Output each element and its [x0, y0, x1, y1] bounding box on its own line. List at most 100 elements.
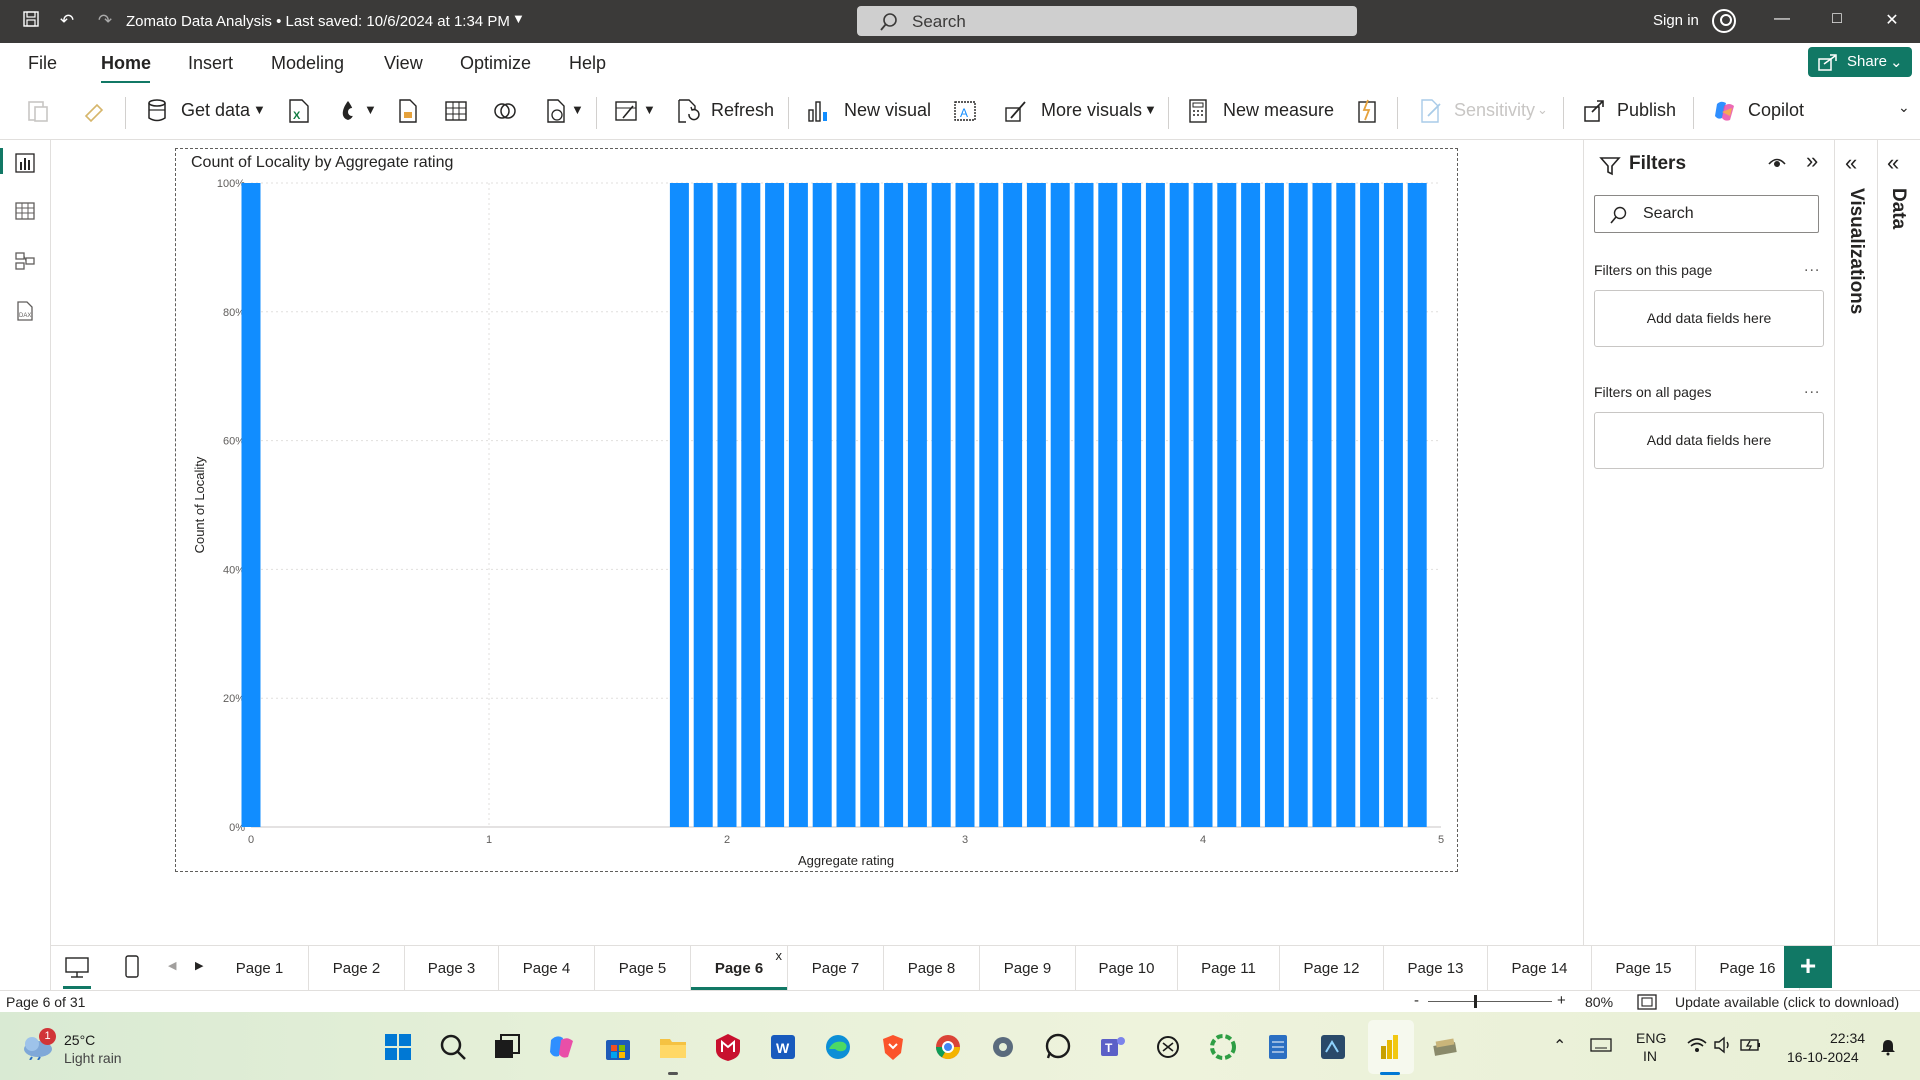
region-code-text[interactable]: IN	[1643, 1048, 1657, 1064]
quick-measure-button[interactable]	[1354, 96, 1380, 126]
tab-view[interactable]: View	[384, 53, 423, 73]
close-page-icon[interactable]: x	[775, 948, 783, 963]
visualizations-pane-tab[interactable]: Visualizations	[1846, 188, 1867, 315]
new-visual-button[interactable]: New visual	[806, 96, 931, 126]
tab-file[interactable]: File	[28, 53, 58, 73]
page-tab[interactable]: Page 4	[499, 946, 595, 991]
edge-icon[interactable]	[823, 1032, 853, 1062]
get-data-button[interactable]: Get data ▼	[145, 96, 270, 126]
save-icon[interactable]	[20, 10, 42, 32]
tab-help[interactable]: Help	[569, 53, 607, 73]
update-available-link[interactable]: Update available (click to download)	[1675, 994, 1900, 1010]
volume-icon[interactable]	[1713, 1036, 1733, 1054]
language-code-text[interactable]: ENG	[1636, 1030, 1667, 1046]
chevron-down-icon[interactable]: ▼	[512, 11, 525, 26]
loop-app-icon[interactable]	[1208, 1032, 1238, 1062]
scroll-right-icon[interactable]: ▶	[195, 960, 204, 972]
chrome-icon[interactable]	[933, 1032, 963, 1062]
collapse-filters-icon[interactable]: »	[1806, 148, 1819, 173]
chatgpt-icon[interactable]	[1153, 1032, 1183, 1062]
eye-icon[interactable]	[1767, 155, 1787, 171]
onelake-button[interactable]: ▼	[336, 96, 380, 126]
page-tab[interactable]: Page 5	[595, 946, 691, 991]
format-painter-button[interactable]	[83, 96, 111, 126]
minimize-icon[interactable]: —	[1774, 10, 1790, 27]
text-box-button[interactable]: A	[952, 96, 978, 126]
clock-date[interactable]: 16-10-2024	[1787, 1049, 1859, 1065]
page-tab[interactable]: Page 2	[309, 946, 405, 991]
fit-to-page-icon[interactable]	[1637, 994, 1657, 1010]
page-tab[interactable]: Page 7	[788, 946, 884, 991]
new-measure-button[interactable]: New measure	[1185, 96, 1334, 126]
page-tab[interactable]: Page 10	[1076, 946, 1178, 991]
ribbon-expand-chevron-icon[interactable]: ⌄	[1898, 99, 1910, 115]
all-pages-filter-drop-zone[interactable]: Add data fields here	[1594, 412, 1824, 469]
undo-icon[interactable]: ↶	[59, 11, 75, 30]
close-icon[interactable]: ✕	[1885, 12, 1899, 29]
tab-insert[interactable]: Insert	[188, 53, 234, 73]
refresh-button[interactable]: Refresh	[675, 96, 775, 126]
tab-home[interactable]: Home	[101, 53, 152, 73]
pycharm-icon[interactable]	[1318, 1032, 1348, 1062]
copilot-button[interactable]: Copilot	[1712, 96, 1812, 126]
page-tab[interactable]: Page 1	[211, 946, 309, 991]
wifi-icon[interactable]	[1686, 1036, 1708, 1054]
model-view-icon[interactable]	[14, 250, 36, 272]
notification-bell-icon[interactable]	[1880, 1038, 1896, 1056]
copilot-app-icon[interactable]	[547, 1032, 577, 1062]
page-tab[interactable]: Page 8	[884, 946, 980, 991]
keyboard-icon[interactable]	[1590, 1037, 1612, 1053]
zoom-slider-thumb[interactable]	[1474, 995, 1477, 1008]
whatsapp-icon[interactable]	[1043, 1032, 1073, 1062]
desktop-layout-icon[interactable]	[64, 956, 90, 980]
more-options-icon[interactable]: ...	[1804, 258, 1821, 275]
microsoft-store-icon[interactable]	[603, 1032, 633, 1062]
more-options-icon[interactable]: ...	[1804, 380, 1821, 397]
search-icon[interactable]	[438, 1032, 468, 1062]
clock-time[interactable]: 22:34	[1830, 1030, 1866, 1046]
add-page-button[interactable]: +	[1784, 946, 1832, 988]
scroll-left-icon[interactable]: ◀	[168, 960, 177, 972]
mobile-layout-icon[interactable]	[124, 954, 140, 980]
expand-data-icon[interactable]: «	[1887, 150, 1900, 175]
app-icon[interactable]	[1430, 1032, 1460, 1062]
sign-in-link[interactable]: Sign in	[1653, 12, 1699, 29]
dataverse-button[interactable]	[492, 96, 518, 126]
mcafee-icon[interactable]	[713, 1032, 743, 1062]
title-search-box[interactable]: Search	[857, 6, 1357, 36]
tab-modeling[interactable]: Modeling	[271, 53, 345, 73]
word-icon[interactable]: W	[768, 1032, 798, 1062]
zoom-slider-track[interactable]	[1428, 1001, 1552, 1002]
task-view-icon[interactable]	[492, 1032, 522, 1062]
paste-button[interactable]	[25, 96, 65, 126]
maximize-icon[interactable]: □	[1832, 10, 1842, 27]
battery-icon[interactable]	[1740, 1036, 1762, 1054]
power-bi-icon[interactable]	[1375, 1032, 1405, 1062]
enter-data-button[interactable]	[443, 96, 469, 126]
redo-icon[interactable]: ↷	[97, 11, 113, 30]
page-tab[interactable]: Page 14	[1488, 946, 1592, 991]
user-avatar-icon[interactable]	[1712, 9, 1736, 33]
zoom-out-button[interactable]: -	[1414, 992, 1419, 1009]
brave-icon[interactable]	[878, 1032, 908, 1062]
page-tab[interactable]: Page 11	[1178, 946, 1280, 991]
sql-server-button[interactable]	[395, 96, 421, 126]
more-visuals-button[interactable]: More visuals ▼	[1003, 96, 1163, 126]
show-hidden-icons-icon[interactable]: ⌃	[1553, 1038, 1567, 1055]
page-filter-drop-zone[interactable]: Add data fields here	[1594, 290, 1824, 347]
publish-button[interactable]: Publish	[1582, 96, 1677, 126]
page-tab[interactable]: Page 6 x	[691, 946, 788, 991]
transform-data-button[interactable]: ▼	[613, 96, 659, 126]
excel-workbook-button[interactable]: X	[286, 96, 312, 126]
page-tab[interactable]: Page 13	[1384, 946, 1488, 991]
settings-icon[interactable]	[988, 1032, 1018, 1062]
bar-chart-visual[interactable]: Count of Locality by Aggregate rating 0%…	[175, 148, 1458, 872]
sensitivity-button[interactable]: Sensitivity ⌄	[1418, 96, 1553, 126]
zoom-in-button[interactable]: +	[1557, 992, 1566, 1009]
teams-icon[interactable]: T	[1098, 1032, 1128, 1062]
page-tab[interactable]: Page 9	[980, 946, 1076, 991]
windows-start-icon[interactable]	[383, 1032, 413, 1062]
data-pane-tab[interactable]: Data	[1888, 188, 1909, 230]
recent-sources-button[interactable]: ▼	[543, 96, 587, 126]
table-view-icon[interactable]	[14, 200, 36, 222]
